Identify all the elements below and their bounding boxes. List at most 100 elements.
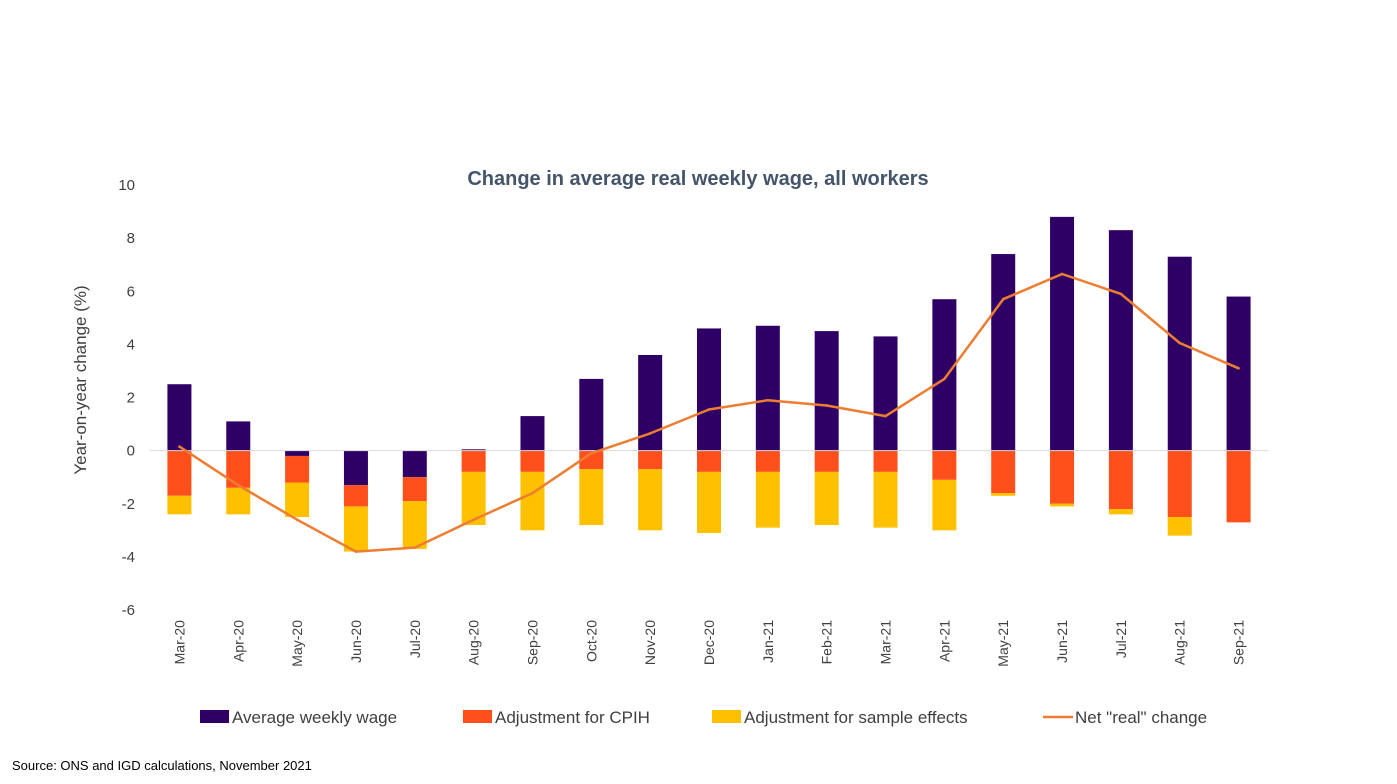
- bar-adjustment-for-cpih: [814, 450, 839, 472]
- line-point: [943, 377, 946, 381]
- y-tick-label: 0: [127, 443, 135, 460]
- bar-adjustment-for-sample-effects: [226, 487, 251, 515]
- bar-adjustment-for-sample-effects: [1050, 503, 1075, 507]
- x-tick-label: Jun-20: [348, 620, 364, 663]
- x-tick-label: Apr-21: [936, 620, 952, 662]
- bar-adjustment-for-sample-effects: [579, 469, 604, 525]
- line-point: [590, 451, 593, 455]
- bar-adjustment-for-sample-effects: [520, 471, 545, 531]
- line-point: [648, 432, 652, 435]
- bar-adjustment-for-cpih: [285, 455, 310, 483]
- bar-average-weekly-wage: [932, 299, 957, 451]
- x-tick-label: May-20: [289, 620, 305, 667]
- bar-adjustment-for-cpih: [697, 450, 721, 472]
- bar-adjustment-for-sample-effects: [285, 482, 310, 518]
- bar-average-weekly-wage: [167, 384, 192, 451]
- bar-average-weekly-wage: [1050, 216, 1075, 451]
- x-tick-label: May-21: [995, 620, 1011, 667]
- bar-adjustment-for-cpih: [1226, 450, 1251, 523]
- bar-adjustment-for-cpih: [932, 450, 957, 480]
- bar-average-weekly-wage: [520, 416, 545, 451]
- bar-adjustment-for-cpih: [167, 450, 192, 496]
- bar-adjustment-for-cpih: [402, 477, 427, 502]
- y-tick-label: 6: [127, 283, 135, 300]
- bar-adjustment-for-cpih: [1108, 450, 1133, 510]
- y-tick-label: -2: [122, 496, 135, 513]
- bar-adjustment-for-cpih: [755, 450, 780, 472]
- bar-average-weekly-wage: [226, 421, 251, 451]
- bar-average-weekly-wage: [285, 450, 310, 456]
- x-tick-label: Sep-20: [524, 620, 540, 665]
- x-tick-label: Dec-20: [701, 620, 717, 665]
- bar-adjustment-for-sample-effects: [638, 469, 663, 531]
- bar-average-weekly-wage: [755, 325, 780, 451]
- y-axis-label: Year-on-year change (%): [71, 285, 90, 474]
- bar-adjustment-for-sample-effects: [402, 501, 427, 549]
- x-tick-label: Jan-21: [760, 620, 776, 663]
- y-tick-label: -6: [122, 602, 135, 619]
- bar-average-weekly-wage: [814, 331, 839, 451]
- bar-average-weekly-wage: [579, 378, 604, 451]
- y-tick-label: 10: [118, 177, 135, 194]
- line-point: [354, 550, 358, 553]
- line-point: [178, 445, 181, 448]
- x-tick-label: Oct-20: [583, 620, 599, 662]
- line-point: [1178, 341, 1182, 345]
- line-point: [413, 546, 417, 549]
- bar-average-weekly-wage: [461, 449, 486, 451]
- legend-swatch: [463, 710, 492, 723]
- bar-average-weekly-wage: [343, 450, 368, 486]
- bar-adjustment-for-cpih: [226, 450, 251, 488]
- bar-adjustment-for-sample-effects: [755, 471, 780, 528]
- bar-adjustment-for-cpih: [520, 450, 545, 472]
- line-point: [1001, 297, 1005, 301]
- bar-adjustment-for-cpih: [343, 485, 368, 507]
- line-point: [1119, 292, 1123, 296]
- x-tick-label: Jun-21: [1054, 620, 1070, 663]
- line-point: [1060, 272, 1064, 276]
- y-tick-label: 4: [127, 336, 135, 353]
- source-note: Source: ONS and IGD calculations, Novemb…: [12, 758, 312, 773]
- line-point: [766, 398, 770, 402]
- y-tick-label: 2: [127, 390, 135, 407]
- line-point: [472, 518, 475, 521]
- x-tick-label: Sep-21: [1231, 620, 1247, 665]
- x-tick-label: Jul-21: [1113, 620, 1129, 658]
- bar-adjustment-for-sample-effects: [1167, 517, 1192, 536]
- line-point: [531, 491, 534, 495]
- y-tick-label: -4: [122, 549, 135, 566]
- line-point: [707, 408, 711, 411]
- bar-adjustment-for-sample-effects: [873, 471, 898, 528]
- bar-adjustment-for-sample-effects: [1108, 509, 1133, 515]
- x-tick-label: Mar-21: [878, 620, 894, 665]
- legend-swatch: [712, 710, 741, 723]
- bar-average-weekly-wage: [402, 450, 427, 478]
- legend-label: Average weekly wage: [232, 708, 397, 727]
- chart-title: Change in average real weekly wage, all …: [467, 168, 928, 190]
- bar-adjustment-for-cpih: [1050, 450, 1075, 504]
- legend-label: Adjustment for sample effects: [744, 708, 968, 727]
- bar-adjustment-for-cpih: [579, 450, 604, 470]
- y-tick-label: 8: [127, 230, 135, 247]
- bar-adjustment-for-sample-effects: [167, 495, 192, 515]
- legend-swatch: [200, 710, 229, 723]
- x-tick-label: Jul-20: [407, 620, 423, 658]
- bar-adjustment-for-cpih: [461, 450, 486, 472]
- bar-average-weekly-wage: [1167, 256, 1192, 451]
- bar-adjustment-for-cpih: [1167, 450, 1192, 518]
- x-tick-label: Apr-20: [230, 620, 246, 662]
- bar-average-weekly-wage: [1108, 230, 1133, 451]
- x-tick-label: Nov-20: [642, 620, 658, 665]
- bar-adjustment-for-sample-effects: [932, 479, 957, 531]
- bar-adjustment-for-sample-effects: [343, 506, 368, 552]
- legend-label: Adjustment for CPIH: [495, 708, 650, 727]
- bar-average-weekly-wage: [991, 254, 1016, 451]
- x-tick-label: Aug-20: [466, 620, 482, 665]
- line-point: [295, 518, 299, 521]
- line-point: [1237, 366, 1240, 370]
- bar-adjustment-for-cpih: [991, 450, 1016, 494]
- bar-adjustment-for-sample-effects: [697, 471, 721, 533]
- line-point: [884, 414, 887, 418]
- line-point: [825, 404, 828, 407]
